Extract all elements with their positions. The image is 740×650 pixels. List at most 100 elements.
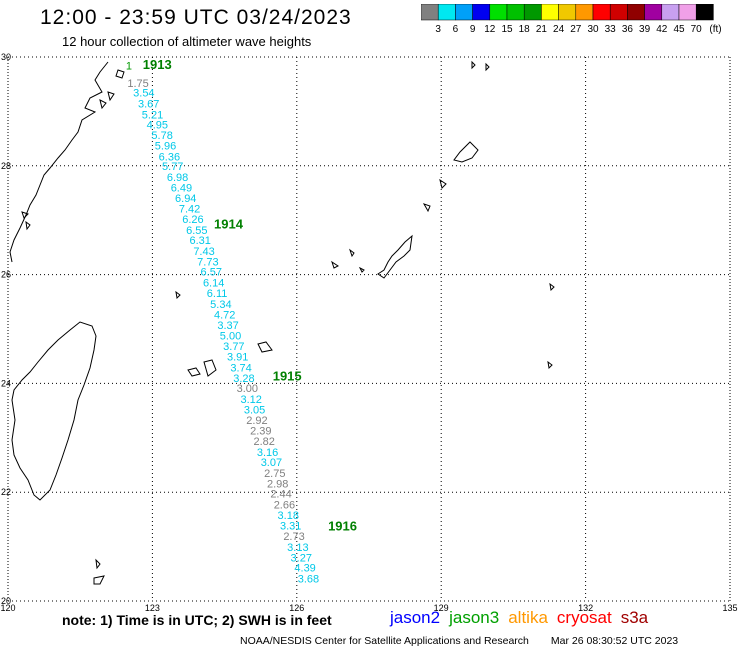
- wave-height-value: 3.27: [291, 552, 312, 564]
- wave-height-value: 6.98: [167, 172, 188, 184]
- color-scale-label: 24: [553, 24, 565, 35]
- wave-height-value: 4.95: [147, 119, 168, 131]
- wave-height-value: 2.82: [253, 436, 274, 448]
- china-coastline: [9, 61, 109, 263]
- time-label: 1915: [273, 369, 302, 384]
- wave-height-value: 5.34: [210, 299, 231, 311]
- altimeter-track: 11.753.543.675.214.955.785.966.365.776.9…: [126, 61, 319, 586]
- wave-height-value: 6.49: [171, 182, 192, 194]
- unit-label: (ft): [709, 24, 721, 35]
- wave-height-value: 6.11: [207, 288, 228, 300]
- color-scale-legend: 3 6 9 12 15 18 21 24 27 30 33 36 39 42 45 70 (ft): [421, 4, 722, 35]
- color-scale-label: 18: [519, 24, 531, 35]
- taiwan-coastline: [11, 321, 97, 501]
- wave-height-value: 7.73: [197, 256, 218, 268]
- color-swatch: [695, 4, 714, 21]
- longitude-tick-label: 129: [434, 603, 449, 613]
- color-scale-label: 15: [501, 24, 513, 35]
- wave-height-value: 2.44: [270, 489, 291, 501]
- color-scale-label: 42: [656, 24, 668, 35]
- time-labels: 1913 1914 1915 1916: [143, 57, 357, 533]
- color-scale-label: 39: [639, 24, 651, 35]
- wave-height-value: 6.31: [189, 235, 210, 247]
- latitude-tick-label: 24: [1, 378, 11, 388]
- wave-height-value: 6.55: [186, 225, 207, 237]
- latitude-tick-label: 20: [1, 596, 11, 606]
- wave-height-value: 3.13: [287, 542, 308, 554]
- color-scale-label: 70: [691, 24, 703, 35]
- wave-height-value: 3.37: [217, 320, 238, 332]
- satellite-name: s3a: [620, 608, 649, 627]
- lat-lon-grid: [7, 56, 731, 602]
- wave-height-value: 3.18: [278, 510, 299, 522]
- color-scale-label: 9: [470, 24, 476, 35]
- latitude-tick-label: 26: [1, 270, 11, 280]
- wave-height-value: 2.39: [250, 426, 271, 438]
- wave-height-value: 3.68: [298, 574, 319, 586]
- latitude-tick-label: 22: [1, 487, 11, 497]
- time-label: 1916: [328, 518, 357, 533]
- page-subtitle: 12 hour collection of altimeter wave hei…: [62, 34, 312, 49]
- wave-height-value: 4.72: [214, 310, 235, 322]
- color-scale-label: 33: [605, 24, 617, 35]
- page-title: 12:00 - 23:59 UTC 03/24/2023: [40, 6, 352, 29]
- wave-height-value: 6.36: [159, 151, 180, 163]
- wave-height-value: 6.57: [201, 267, 222, 279]
- time-label: 1913: [143, 57, 172, 72]
- axis-tick-labels: 120 123 126 129 132 135 30 28 26 24 22 20: [0, 52, 737, 613]
- wave-height-value: 2.92: [246, 415, 267, 427]
- color-scale-label: 21: [536, 24, 548, 35]
- longitude-tick-label: 126: [289, 603, 304, 613]
- color-scale-label: 27: [570, 24, 582, 35]
- wave-height-value: 3.91: [227, 352, 248, 364]
- wave-height-value: 3.07: [261, 457, 282, 469]
- longitude-tick-label: 120: [0, 603, 15, 613]
- wave-height-value: 3.12: [240, 394, 261, 406]
- color-scale-label: 36: [622, 24, 634, 35]
- satellite-name: jason3: [449, 608, 500, 627]
- wave-height-value: 5.96: [155, 140, 176, 152]
- okinawa-coastline: [377, 234, 413, 279]
- wave-height-value: 6.94: [175, 193, 196, 205]
- china-islands: [21, 69, 125, 231]
- color-scale-label: 45: [673, 24, 685, 35]
- wave-height-value: 7.42: [179, 204, 200, 216]
- wave-height-value: 3.74: [230, 362, 251, 374]
- longitude-tick-label: 123: [145, 603, 160, 613]
- wave-height-value: 4.39: [294, 563, 315, 575]
- time-label: 1914: [214, 216, 244, 231]
- credit-text: NOAA/NESDIS Center for Satellite Applica…: [240, 635, 529, 647]
- wave-height-value: 7.43: [193, 246, 214, 258]
- wave-height-value: 5.77: [162, 161, 183, 173]
- longitude-tick-label: 135: [722, 603, 737, 613]
- satellite-name: cryosat: [556, 608, 612, 627]
- satellite-legend: jason2 jason3 altika cryosat s3a: [390, 608, 657, 628]
- color-scale-label: 3: [435, 24, 441, 35]
- longitude-tick-label: 132: [578, 603, 593, 613]
- wave-height-value: 3.00: [237, 383, 258, 395]
- small-islands: [93, 60, 555, 585]
- wave-height-value: 2.98: [267, 478, 288, 490]
- wave-height-value: 2.66: [274, 500, 295, 512]
- footer-note: note: 1) Time is in UTC; 2) SWH is in fe…: [62, 612, 332, 628]
- latitude-tick-label: 30: [1, 52, 11, 62]
- wave-height-value: 6.26: [182, 214, 203, 226]
- wave-height-value: 3.16: [257, 447, 278, 459]
- wave-height-value: 3.67: [138, 99, 159, 111]
- wave-height-value: 3.77: [223, 341, 244, 353]
- credit-line: NOAA/NESDIS Center for Satellite Applica…: [240, 635, 678, 647]
- ryukyu-islands: [331, 141, 479, 273]
- wave-height-value: 6.14: [203, 278, 224, 290]
- wave-height-value: 3.54: [133, 88, 154, 100]
- color-scale-label: 6: [453, 24, 459, 35]
- wave-height-value: 1: [126, 61, 132, 73]
- satellite-name: jason2: [390, 608, 441, 627]
- wave-height-value: 3.28: [233, 373, 254, 385]
- latitude-tick-label: 28: [1, 161, 11, 171]
- wave-height-value: 1.75: [127, 78, 148, 90]
- color-scale-label: 30: [587, 24, 599, 35]
- satellite-name: altika: [508, 608, 548, 627]
- wave-height-value: 2.75: [264, 468, 285, 480]
- wave-height-value: 2.73: [283, 531, 304, 543]
